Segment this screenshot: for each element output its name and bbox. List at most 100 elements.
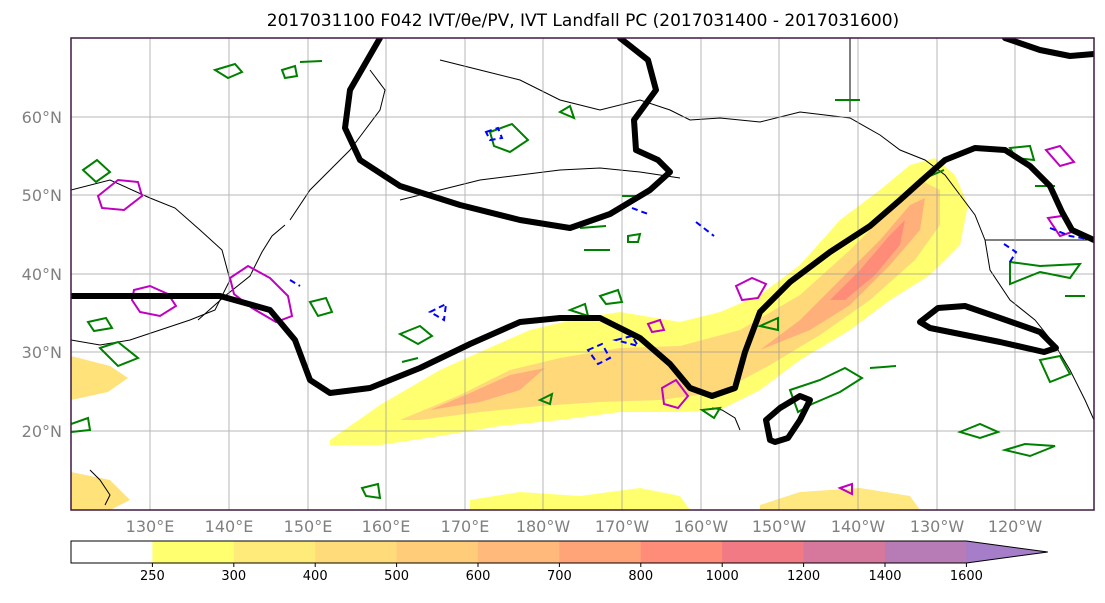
pv-negative-contours: [289, 126, 1094, 366]
colorbar-tick-label: 1600: [950, 569, 983, 584]
lon-label: 120°W: [988, 517, 1043, 536]
pc-contour-main: [71, 145, 1094, 399]
theta-e-contour: [360, 482, 382, 500]
ivt-fill-core: [830, 220, 905, 300]
map-frame: [70, 37, 1095, 511]
pv-contour: [660, 378, 690, 410]
colorbar-tick-label: 1000: [706, 569, 739, 584]
pv-contour: [734, 276, 768, 302]
lon-label: 160°W: [674, 517, 729, 536]
pv-contour: [130, 284, 178, 318]
ivt-fill-south: [71, 472, 130, 510]
theta-e-contour: [1038, 354, 1072, 384]
pv-negative-contour: [1003, 243, 1018, 263]
lat-label: 20°N: [22, 422, 62, 441]
coast-na-west: [984, 239, 1094, 421]
pv-contour: [837, 482, 853, 496]
chart-title: 2017031100 F042 IVT/θe/PV, IVT Landfall …: [267, 11, 899, 31]
theta-e-contour: [557, 104, 576, 120]
theta-e-contour: [1001, 442, 1056, 458]
theta-e-contour: [280, 64, 299, 80]
pv-negative-contour: [631, 207, 649, 215]
pv-negative-contour: [695, 221, 715, 237]
colorbar-tick-label: 600: [466, 569, 491, 584]
lon-label: 150°E: [284, 517, 333, 536]
colorbar-segment: [233, 541, 316, 563]
colorbar-outline: [70, 540, 1048, 564]
colorbar-segment: [559, 541, 642, 563]
ivt-fill-south-3: [470, 488, 690, 510]
lon-label: 140°E: [205, 517, 254, 536]
colorbar-segment: [722, 541, 805, 563]
theta-e-contour: [299, 60, 323, 63]
theta-e-contour: [488, 122, 530, 154]
pv-contours: [96, 144, 1076, 496]
pc-contour-south: [763, 393, 813, 445]
coast-japan: [197, 224, 286, 321]
pv-contour: [646, 318, 666, 334]
colorbar-segment: [640, 541, 723, 563]
lat-label: 60°N: [22, 108, 62, 127]
lon-label: 160°E: [362, 517, 411, 536]
lon-label: 180°W: [516, 517, 571, 536]
theta-e-contour: [869, 365, 897, 369]
theta-e-contour: [81, 158, 112, 184]
theta-e-contour: [308, 296, 334, 318]
colorbar-tick-label: 700: [547, 569, 572, 584]
lat-label: 50°N: [22, 186, 62, 205]
colorbar-tick-label: 1400: [868, 569, 901, 584]
colorbar-tick-label: 1200: [787, 569, 820, 584]
theta-e-contour: [86, 316, 114, 333]
coast-philippines: [89, 469, 111, 506]
ivt-fill-west: [71, 356, 128, 400]
colorbar-segment: [315, 541, 398, 563]
lon-label: 170°W: [595, 517, 650, 536]
pv-negative-contour: [1049, 227, 1094, 241]
theta-e-contour: [401, 357, 419, 363]
pv-contour: [96, 178, 144, 212]
pc-contour-east: [1002, 38, 1094, 59]
lon-label: 150°W: [752, 517, 807, 536]
colorbar-tick-label: 500: [384, 569, 409, 584]
colorbar-segment: [478, 541, 560, 563]
lon-label: 130°E: [126, 517, 175, 536]
pc-contour-north: [342, 38, 673, 231]
theta-e-contour: [788, 366, 864, 414]
pv-negative-contour: [427, 302, 448, 322]
ivt-fill-outer: [330, 158, 968, 445]
coast-aleutians: [399, 167, 681, 201]
ivt-fill-inner: [430, 198, 925, 410]
pv-negative-contour: [484, 126, 504, 142]
theta-e-contours: [71, 60, 1085, 500]
theta-e-contour: [756, 316, 779, 332]
pv-negative-contour: [586, 342, 612, 366]
landfall-pc-contours: [71, 38, 1094, 445]
theta-e-contour: [212, 62, 244, 80]
map-area: [71, 38, 1094, 510]
lon-label: 140°W: [831, 517, 886, 536]
colorbar-tick-label: 250: [140, 569, 165, 584]
theta-e-contour: [397, 324, 434, 346]
theta-e-contour: [98, 340, 140, 368]
colorbar-segment: [803, 541, 886, 563]
colorbar-tick-label: 300: [221, 569, 246, 584]
theta-e-contour: [567, 302, 590, 318]
theta-e-contour: [71, 416, 92, 433]
colorbar-tick-label: 800: [628, 569, 653, 584]
colorbar-tick-label: 400: [303, 569, 328, 584]
lat-label: 40°N: [22, 265, 62, 284]
theta-e-contour: [537, 392, 554, 406]
theta-e-contour: [627, 232, 642, 243]
colorbar-extend-arrow: [966, 541, 1048, 563]
pc-contour-loop: [917, 303, 1059, 355]
theta-e-contour: [956, 422, 1001, 440]
lon-labels: 130°E 140°E 150°E 160°E 170°E 180°W 170°…: [126, 517, 1043, 536]
colorbar-segment: [396, 541, 479, 563]
lon-label: 130°W: [910, 517, 965, 536]
colorbar: 250 300 400 500 600 700 800 1000 1200 1400 1600: [70, 540, 1048, 584]
gridlines: [71, 38, 1094, 510]
lat-labels: 20°N 30°N 40°N 50°N 60°N: [22, 108, 62, 441]
pv-negative-contour: [612, 334, 641, 348]
theta-e-contour: [699, 406, 722, 420]
pv-negative-contour: [289, 279, 301, 287]
